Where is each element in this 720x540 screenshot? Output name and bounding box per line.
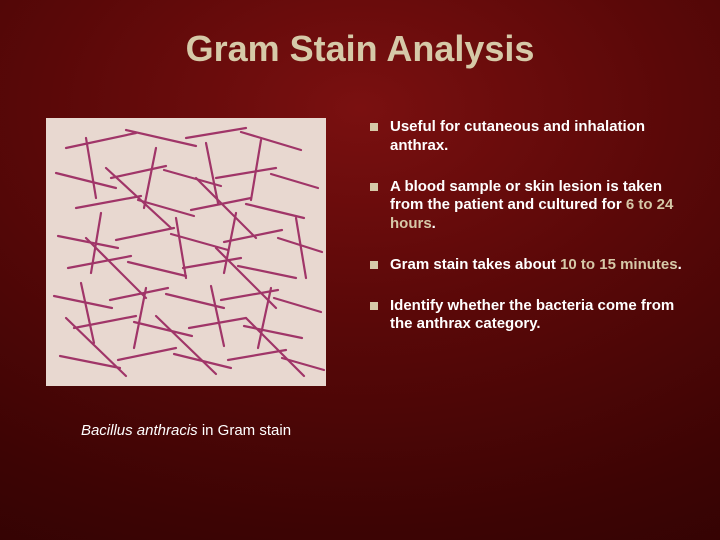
bullet-marker (370, 302, 378, 310)
caption-italic: Bacillus anthracis (81, 422, 198, 439)
micrograph-svg (46, 118, 326, 386)
slide-title: Gram Stain Analysis (0, 28, 720, 70)
bullet-segment: . (678, 256, 682, 273)
bullet-segment: Identify whether the bacteria come from … (390, 297, 674, 333)
bullet-item: Gram stain takes about 10 to 15 minutes. (370, 256, 690, 275)
bullet-marker (370, 183, 378, 191)
bullet-item: Identify whether the bacteria come from … (370, 297, 690, 335)
bullet-text: Gram stain takes about 10 to 15 minutes. (390, 256, 690, 275)
bullet-item: A blood sample or skin lesion is taken f… (370, 178, 690, 234)
bullet-list: Useful for cutaneous and inhalation anth… (370, 118, 690, 356)
bullet-text: Useful for cutaneous and inhalation anth… (390, 118, 690, 156)
caption-rest: in Gram stain (198, 422, 291, 439)
image-caption: Bacillus anthracis in Gram stain (46, 422, 326, 439)
bullet-text: A blood sample or skin lesion is taken f… (390, 178, 690, 234)
bullet-segment: Useful for cutaneous and inhalation anth… (390, 118, 645, 154)
bullet-item: Useful for cutaneous and inhalation anth… (370, 118, 690, 156)
bullet-segment: A blood sample or skin lesion is taken f… (390, 178, 662, 214)
bullet-marker (370, 261, 378, 269)
bullet-highlight: 10 to 15 minutes (560, 256, 678, 273)
bullet-marker (370, 123, 378, 131)
bullet-segment: . (432, 215, 436, 232)
bullet-text: Identify whether the bacteria come from … (390, 297, 690, 335)
micrograph-image (46, 118, 326, 386)
bullet-segment: Gram stain takes about (390, 256, 560, 273)
